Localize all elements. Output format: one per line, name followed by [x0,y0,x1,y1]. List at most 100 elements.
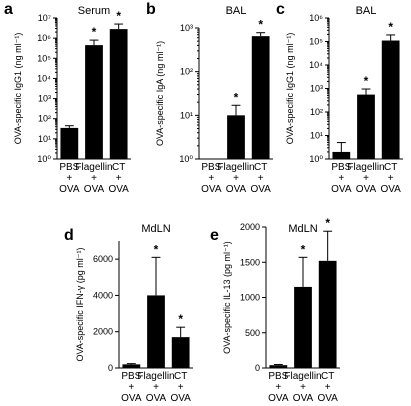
panel-letter: d [64,227,74,244]
y-tick-label: 10⁵ [37,53,51,63]
category-label: CT [321,371,334,382]
panel-letter: b [146,1,156,18]
category-label: Flagellin [137,371,174,382]
category-label: + [325,382,331,393]
significance-star: * [301,242,306,256]
significance-star: * [116,9,121,23]
category-label: PBS [121,371,141,382]
y-tick-label: 10¹ [38,134,51,144]
y-axis-label: OVA-specific IL-13 (pg ml⁻¹) [222,241,232,354]
significance-star: * [388,20,393,34]
panel-e: e MdLN 0 500 1000 1500 2000 OVA-specific IL-13 … [210,216,340,404]
y-tick-label: 10¹ [310,131,323,141]
category-label: OVA [146,393,167,404]
significance-star: * [325,216,330,230]
y-tick-label: 1000 [240,293,260,303]
significance-star: * [364,74,369,88]
bar [85,45,103,160]
y-axis-label: OVA-specific IgG1 (ng ml⁻¹) [13,33,23,145]
category-label: OVA [170,393,191,404]
category-label: PBS [268,371,288,382]
category-label: Flagellin [284,371,321,382]
bar [227,115,245,159]
y-tick-label: 10³ [310,84,323,94]
bar [60,127,79,159]
panel-c: c BAL 10⁰ 10¹ 10² 10³ 10⁴ 10⁵ 10⁶ OVA-specific Ig… [276,1,403,195]
category-label: CT [384,162,397,173]
category-label: + [66,173,72,184]
y-tick-label: 2000 [93,327,113,337]
bar [357,94,375,159]
category-label: + [300,382,306,393]
y-axis-label: OVA-specific IFN-γ (pg ml⁻¹) [75,247,85,361]
y-tick-label: 6000 [93,254,113,264]
category-label: OVA [293,393,314,404]
panel-b: b BAL 10⁰ 10¹ 10² 10³ OVA-specific IgA (ng ml⁻… [146,1,273,195]
y-tick-label: 10⁰ [179,154,193,164]
bar [318,260,337,368]
y-tick-label: 10⁶ [37,33,51,43]
y-tick-label: 1500 [240,257,260,267]
panel-letter: a [4,1,13,18]
y-tick-label: 10⁰ [309,154,323,164]
panel-a: a Serum 10⁰ 10¹ 10² 10³ 10⁴ 10⁵ 10⁶ 10⁷ OVA-specif… [4,1,131,195]
category-label: + [233,173,239,184]
category-label: + [388,173,394,184]
category-label: PBS [201,162,221,173]
category-label: Flagellin [347,162,384,173]
y-tick-label: 10⁴ [37,73,51,83]
bar [122,364,141,368]
category-label: OVA [201,184,222,195]
significance-star: * [154,242,159,256]
category-label: + [363,173,369,184]
bar [332,151,351,159]
category-label: OVA [84,184,105,195]
panel-title: MdLN [288,223,317,235]
category-label: + [258,173,264,184]
y-tick-label: 10¹ [180,110,193,120]
category-label: + [178,382,184,393]
significance-star: * [258,18,263,32]
y-tick-label: 10⁶ [309,13,323,23]
category-label: + [153,382,159,393]
panel-title: BAL [356,5,377,17]
y-tick-label: 0 [108,363,113,373]
y-tick-label: 10⁰ [37,154,51,164]
bar [294,286,312,368]
category-label: + [208,173,214,184]
category-label: OVA [317,393,338,404]
panel-letter: e [210,227,219,244]
significance-star: * [234,90,239,104]
category-label: CT [254,162,267,173]
category-label: OVA [268,393,289,404]
y-axis-label: OVA-specific IgG1 (ng ml⁻¹) [285,33,295,145]
y-tick-label: 10³ [180,23,193,33]
y-axis-label: OVA-specific IgA (ng ml⁻¹) [155,41,165,146]
category-label: + [116,173,122,184]
panel-title: BAL [226,5,247,17]
category-label: Flagellin [75,162,112,173]
category-label: OVA [59,184,80,195]
significance-star: * [178,312,183,326]
category-label: OVA [226,184,247,195]
panel-d: d MdLN 0 2000 4000 6000 OVA-specific IFN-γ (pg… [64,223,193,404]
panel-title: Serum [78,5,110,17]
category-label: OVA [356,184,377,195]
category-label: + [128,382,134,393]
y-tick-label: 0 [255,363,260,373]
category-label: + [338,173,344,184]
category-label: OVA [108,184,129,195]
category-label: OVA [331,184,352,195]
category-label: OVA [121,393,142,404]
y-tick-label: 10³ [38,94,51,104]
y-tick-label: 4000 [93,290,113,300]
bar [171,337,190,368]
bar [251,36,270,159]
category-label: PBS [331,162,351,173]
category-label: Flagellin [217,162,254,173]
bar [109,29,128,159]
category-label: + [91,173,97,184]
category-label: OVA [250,184,271,195]
bar [269,365,288,368]
y-tick-label: 10⁷ [38,13,51,23]
